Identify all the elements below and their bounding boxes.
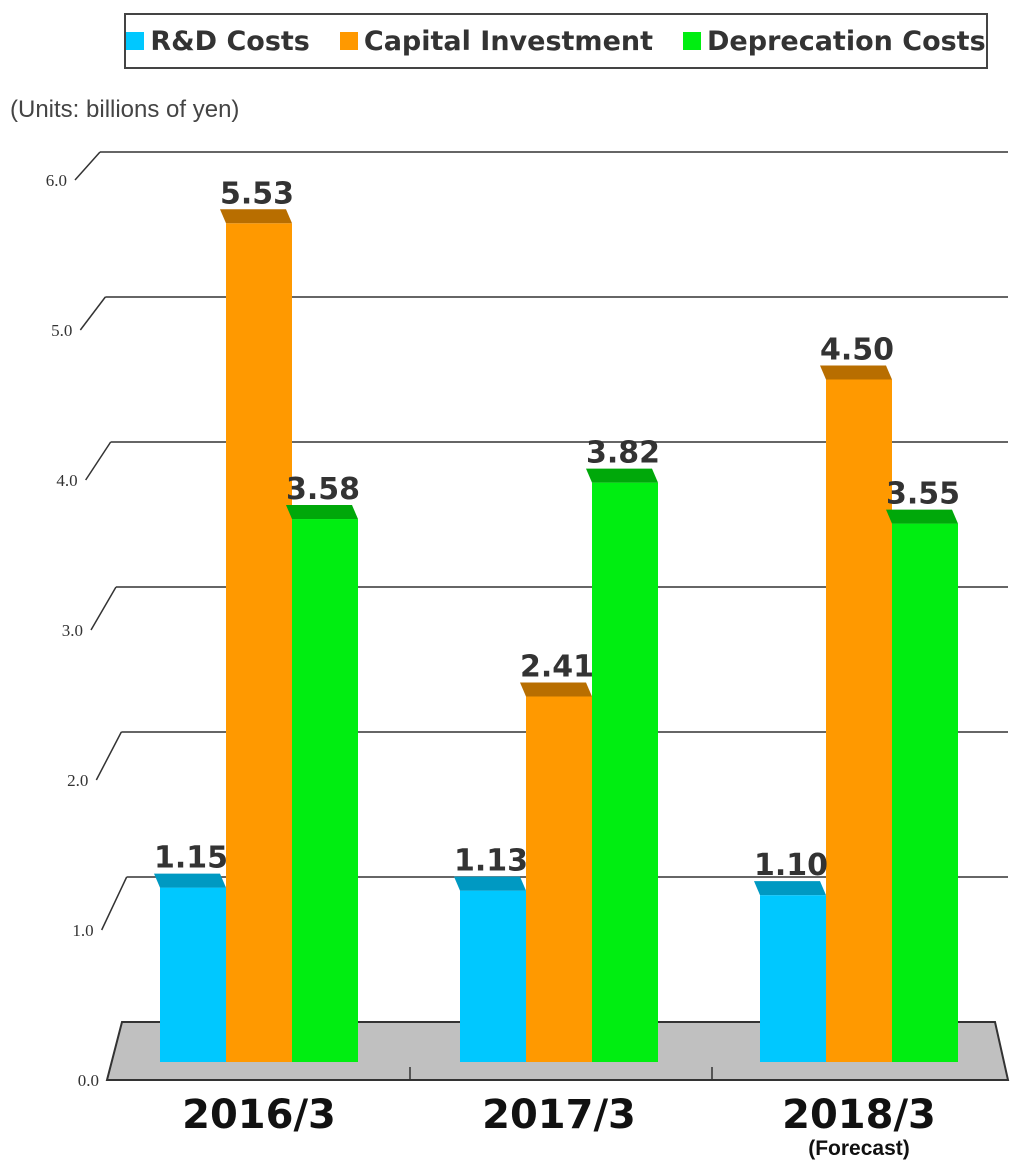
bar-capital-investment-2017-3 [526, 696, 592, 1062]
x-category-sublabel: (Forecast) [808, 1137, 910, 1160]
legend-swatch-capital [339, 32, 358, 50]
value-label-deprecation-costs-2017-3: 3.82 [586, 436, 660, 471]
gridline-side [90, 586, 117, 631]
y-tick-label: 1.0 [72, 921, 93, 940]
legend-item-capital: Capital Investment [339, 25, 654, 57]
legend-label-rd: R&D Costs [150, 25, 310, 57]
bar-r-d-costs-2017-3-top [454, 876, 526, 891]
y-tick-label: 2.0 [67, 771, 88, 790]
value-label-deprecation-costs-2018-3: 3.55 [886, 477, 960, 512]
bar-capital-investment-2017-3-top [520, 682, 592, 697]
bar-deprecation-costs-2016-3 [292, 519, 358, 1062]
units-label: (Units: billions of yen) [10, 96, 240, 123]
bar-r-d-costs-2016-3 [160, 887, 226, 1062]
x-category-label: 2018/3 [782, 1092, 936, 1138]
y-tick-label: 6.0 [46, 171, 67, 190]
bar-capital-investment-2018-3-top [820, 365, 892, 380]
bar-r-d-costs-2017-3 [460, 890, 526, 1062]
legend: R&D Costs Capital Investment Deprecation… [124, 13, 988, 69]
legend-label-depreciation: Deprecation Costs [707, 25, 986, 57]
y-tick-label: 0.0 [78, 1071, 99, 1090]
gridline-side [95, 731, 122, 781]
gridline-side [85, 441, 112, 481]
gridline-side [79, 296, 106, 331]
legend-item-rd: R&D Costs [126, 26, 310, 57]
bar-r-d-costs-2018-3 [760, 895, 826, 1062]
y-tick-label: 3.0 [62, 621, 83, 640]
legend-swatch-depreciation [683, 32, 702, 50]
legend-swatch-rd [126, 32, 145, 50]
bar-r-d-costs-2016-3-top [154, 873, 226, 888]
bar-capital-investment-2016-3-top [220, 209, 292, 224]
bar-deprecation-costs-2016-3-top [286, 505, 358, 520]
bar-capital-investment-2016-3 [226, 223, 292, 1063]
y-tick-label: 4.0 [56, 471, 77, 490]
value-label-r-d-costs-2018-3: 1.10 [754, 848, 828, 883]
value-label-capital-investment-2018-3: 4.50 [820, 333, 894, 368]
bar-capital-investment-2018-3 [826, 379, 892, 1062]
legend-label-capital: Capital Investment [363, 25, 654, 57]
gridline-side [74, 151, 101, 181]
bar-deprecation-costs-2018-3-top [886, 509, 958, 524]
y-tick-label: 5.0 [51, 321, 72, 340]
bar-deprecation-costs-2017-3-top [586, 468, 658, 483]
value-label-capital-investment-2017-3: 2.41 [520, 649, 594, 684]
labels-layer: 1.15 5.53 3.58 1.13 2.41 3.82 1.10 4.50 3.55 [154, 176, 960, 883]
gridline-side [100, 876, 128, 931]
value-label-r-d-costs-2016-3: 1.15 [154, 841, 228, 876]
bar-r-d-costs-2018-3-top [754, 881, 826, 896]
x-category-label: 2017/3 [482, 1092, 636, 1138]
value-label-r-d-costs-2017-3: 1.13 [454, 844, 528, 879]
x-category-label: 2016/3 [182, 1092, 336, 1138]
value-label-capital-investment-2016-3: 5.53 [220, 176, 294, 211]
bar-deprecation-costs-2018-3 [892, 523, 958, 1062]
bars-layer [154, 209, 958, 1063]
legend-item-depreciation: Deprecation Costs [683, 26, 986, 57]
value-label-deprecation-costs-2016-3: 3.58 [286, 472, 360, 507]
axis-layer: 0.0 1.0 2.0 3.0 4.0 5.0 6.0 2016/3 2017/3 2018/3(… [46, 171, 1008, 1160]
bar-deprecation-costs-2017-3 [592, 482, 658, 1063]
